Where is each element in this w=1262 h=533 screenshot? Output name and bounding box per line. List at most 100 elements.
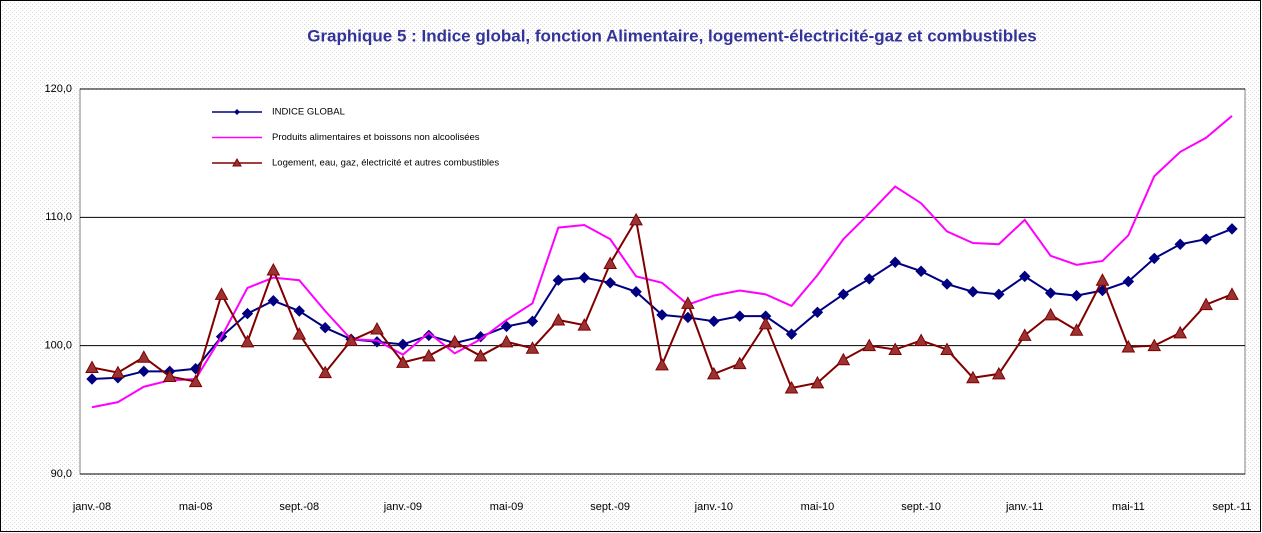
data-point [266, 262, 281, 276]
y-tick-label: 120,0 [44, 83, 72, 95]
y-tick-label: 90,0 [51, 468, 72, 480]
x-tick-label: janv.-10 [694, 501, 733, 513]
data-point [914, 333, 928, 347]
data-point [811, 306, 824, 319]
data-point [499, 334, 514, 348]
data-point [188, 374, 203, 388]
data-point [500, 320, 513, 333]
legend-marker [234, 109, 240, 115]
data-point [681, 296, 695, 309]
legend-label: INDICE GLOBAL [272, 107, 345, 118]
data-point [578, 271, 590, 284]
data-point [1225, 287, 1239, 300]
data-point [863, 273, 875, 285]
data-point [162, 369, 177, 382]
data-point [966, 370, 980, 384]
data-point [785, 328, 798, 340]
x-tick-label: janv.-09 [383, 501, 422, 513]
data-point [423, 329, 435, 342]
data-point [1226, 223, 1238, 235]
data-point [551, 312, 566, 326]
y-tick-label: 100,0 [44, 340, 72, 352]
plot-area [79, 88, 1246, 475]
data-point [1147, 338, 1162, 352]
x-tick-label: sept.-08 [279, 501, 319, 513]
y-tick-label: 110,0 [45, 211, 72, 223]
data-point [629, 212, 643, 226]
data-point [708, 315, 720, 327]
data-point [552, 274, 565, 286]
data-point [85, 360, 99, 373]
data-point [836, 352, 851, 366]
x-tick-label: sept.-09 [590, 501, 630, 513]
data-point [267, 295, 280, 307]
data-point [1121, 339, 1136, 353]
x-tick-label: sept.-10 [901, 501, 941, 513]
data-point [889, 256, 901, 268]
data-point [447, 334, 462, 348]
data-point [319, 321, 331, 334]
data-point [1069, 323, 1084, 336]
data-point [525, 341, 540, 354]
data-point [86, 373, 98, 385]
data-point [1200, 233, 1212, 245]
data-point [370, 321, 384, 335]
data-point [784, 380, 799, 394]
data-point [1043, 307, 1058, 321]
data-point [991, 366, 1006, 380]
data-point [1148, 252, 1160, 265]
data-point [111, 365, 125, 379]
legend-marker [232, 157, 242, 167]
x-tick-label: janv.-11 [1005, 501, 1044, 513]
data-point [758, 316, 773, 330]
data-point [915, 265, 927, 277]
data-point [1122, 275, 1135, 288]
x-tick-label: sept.-11 [1213, 501, 1252, 513]
data-point [396, 355, 410, 368]
series-line [91, 115, 1233, 409]
data-point [604, 277, 616, 289]
data-point [630, 286, 642, 298]
data-point [603, 256, 618, 270]
data-point [214, 287, 229, 300]
data-point [837, 288, 850, 301]
data-point [138, 365, 150, 378]
data-point [655, 357, 669, 371]
data-point [732, 356, 747, 370]
data-point [526, 315, 539, 327]
data-point [1199, 297, 1213, 311]
data-point [577, 318, 592, 331]
data-point [240, 334, 255, 348]
data-point [682, 311, 694, 324]
chart-title: Graphique 5 : Indice global, fonction Al… [307, 26, 1037, 45]
data-point [862, 338, 877, 352]
data-point [888, 342, 903, 356]
data-point [1019, 270, 1031, 283]
data-point [136, 350, 151, 363]
data-point [293, 305, 305, 317]
x-tick-label: mai-09 [490, 501, 524, 513]
data-point [241, 307, 254, 320]
data-point [940, 342, 954, 356]
data-point [473, 348, 488, 362]
data-point [967, 286, 979, 298]
x-tick-label: mai-08 [179, 501, 213, 513]
data-point [1173, 325, 1188, 339]
x-tick-label: mai-10 [801, 501, 835, 513]
legend-label: Produits alimentaires et boissons non al… [272, 132, 480, 143]
data-point [318, 365, 333, 379]
data-point [941, 278, 953, 290]
data-point [734, 310, 746, 322]
data-point [993, 288, 1005, 301]
data-point [397, 338, 409, 351]
data-point [1017, 328, 1032, 341]
data-point [1044, 287, 1057, 299]
data-point [421, 348, 436, 362]
legend-label: Logement, eau, gaz, électricité et autre… [272, 158, 499, 169]
data-point [474, 330, 487, 343]
data-point [810, 375, 825, 389]
data-point [1174, 238, 1186, 250]
x-tick-label: mai-11 [1112, 501, 1145, 513]
data-point [292, 327, 307, 340]
